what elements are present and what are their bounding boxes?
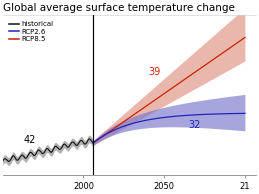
Text: 39: 39 xyxy=(148,67,160,77)
Text: 32: 32 xyxy=(188,120,201,130)
Legend: historical, RCP2.6, RCP8.5: historical, RCP2.6, RCP8.5 xyxy=(6,18,56,45)
Text: Global average surface temperature change: Global average surface temperature chang… xyxy=(3,3,235,13)
Text: 42: 42 xyxy=(24,135,36,145)
